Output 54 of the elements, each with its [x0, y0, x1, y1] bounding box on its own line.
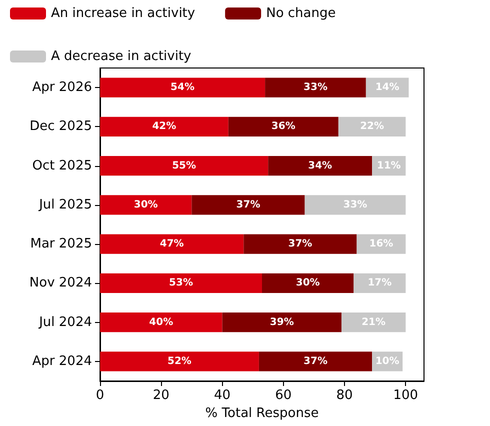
bar — [341, 312, 406, 332]
data-label: 37% — [304, 356, 328, 367]
bar — [100, 78, 266, 98]
bar — [354, 273, 406, 293]
x-axis-title: % Total Response — [205, 406, 319, 421]
x-tick-label: 40 — [214, 388, 231, 403]
bar — [222, 312, 342, 332]
data-label: 37% — [288, 238, 312, 250]
y-tick-label: Apr 2024 — [32, 354, 92, 369]
bar — [262, 273, 354, 293]
data-label: 34% — [308, 160, 332, 172]
y-tick-label: Jul 2025 — [38, 197, 92, 212]
bar — [100, 234, 244, 254]
legend-label: No change — [266, 6, 336, 21]
data-label: 33% — [304, 82, 328, 94]
y-tick-label: Mar 2025 — [30, 236, 92, 252]
bar — [100, 195, 192, 215]
x-tick-label: 80 — [336, 388, 353, 403]
y-tick-label: Jul 2024 — [38, 314, 92, 330]
bar — [100, 156, 268, 176]
data-label: 55% — [172, 160, 196, 172]
data-label: 36% — [271, 121, 296, 132]
bar — [100, 116, 228, 136]
y-tick-label: Nov 2024 — [29, 276, 92, 291]
bar — [244, 234, 357, 254]
bar — [338, 116, 406, 136]
x-tick-label: 0 — [96, 388, 104, 403]
bar — [265, 78, 366, 98]
y-tick-label: Dec 2025 — [30, 119, 92, 134]
bar — [192, 195, 305, 215]
bar — [100, 312, 222, 332]
legend-label: An increase in activity — [51, 6, 196, 21]
bar — [304, 195, 406, 215]
data-label: 39% — [270, 316, 294, 328]
x-tick-label: 60 — [275, 388, 292, 403]
data-label: 40% — [149, 316, 174, 328]
legend-label: A decrease in activity — [51, 49, 192, 64]
bar — [100, 273, 262, 293]
bar — [258, 352, 372, 372]
data-label: 42% — [152, 121, 176, 132]
y-tick-label: Oct 2025 — [32, 158, 92, 174]
data-label: 47% — [160, 238, 184, 250]
data-label: 30% — [296, 278, 320, 289]
bar — [228, 116, 338, 136]
bar — [100, 352, 259, 372]
data-label: 30% — [134, 199, 158, 210]
y-tick-label: Apr 2026 — [32, 80, 92, 96]
x-tick-label: 20 — [152, 388, 170, 403]
data-label: 54% — [170, 82, 194, 94]
bar — [268, 156, 372, 176]
x-tick-label: 100 — [393, 388, 418, 403]
data-label: 52% — [168, 356, 192, 367]
data-label: 37% — [236, 199, 260, 210]
data-label: 53% — [169, 278, 193, 289]
